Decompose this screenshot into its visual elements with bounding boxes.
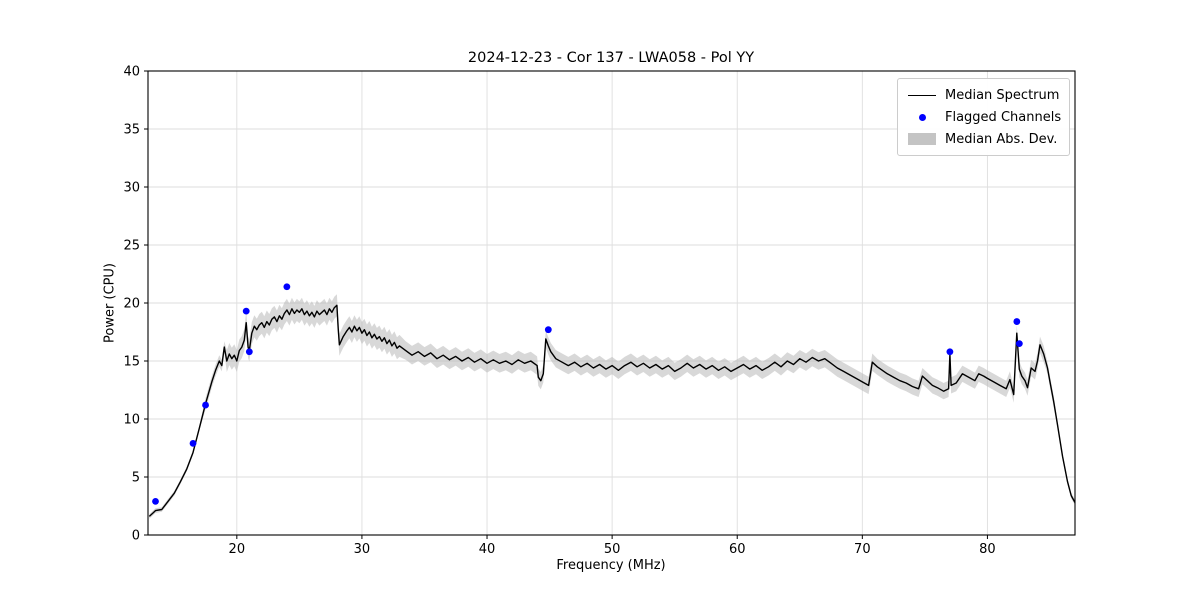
chart-title: 2024-12-23 - Cor 137 - LWA058 - Pol YY bbox=[467, 50, 755, 66]
legend-item-flagged-channels: Flagged Channels bbox=[907, 106, 1062, 128]
y-tick-label: 0 bbox=[132, 529, 140, 544]
median-spectrum-line bbox=[148, 304, 1076, 517]
flagged-point bbox=[189, 439, 197, 447]
y-tick-label: 30 bbox=[123, 181, 140, 196]
flagged-point bbox=[152, 497, 159, 505]
legend-item-median-spectrum: Median Spectrum bbox=[907, 84, 1059, 106]
y-tick-label: 5 bbox=[132, 471, 140, 486]
flagged-point bbox=[245, 348, 253, 356]
tick-labels: 20 30 40 50 60 70 80 0 5 10 15 20 25 30 35 40 bbox=[123, 65, 995, 558]
flagged-point bbox=[544, 326, 552, 334]
flagged-channels bbox=[152, 283, 1023, 505]
y-tick-label: 10 bbox=[123, 413, 140, 428]
x-tick-label: 70 bbox=[854, 542, 871, 557]
legend-line-swatch bbox=[907, 94, 937, 96]
x-axis-label: Frequency (MHz) bbox=[556, 558, 666, 573]
y-tick-label: 15 bbox=[123, 355, 140, 370]
flagged-point bbox=[1013, 318, 1021, 325]
y-tick-label: 40 bbox=[123, 65, 140, 80]
x-tick-label: 40 bbox=[479, 542, 496, 557]
legend: Median Spectrum Flagged Channels Median … bbox=[897, 78, 1070, 156]
x-tick-label: 60 bbox=[729, 542, 746, 557]
flagged-point bbox=[202, 401, 209, 409]
x-tick-label: 20 bbox=[229, 542, 246, 557]
x-tick-label: 50 bbox=[604, 542, 621, 557]
legend-item-median-abs-dev: Median Abs. Dev. bbox=[907, 128, 1059, 150]
flagged-point bbox=[1015, 340, 1023, 347]
flagged-point bbox=[946, 348, 954, 356]
legend-patch-swatch bbox=[907, 133, 937, 145]
axis-ticks bbox=[144, 70, 988, 539]
legend-label-median-spectrum: Median Spectrum bbox=[945, 87, 1060, 103]
y-tick-label: 25 bbox=[123, 239, 140, 254]
x-tick-label: 30 bbox=[354, 542, 371, 557]
y-tick-label: 35 bbox=[123, 123, 140, 138]
flagged-point bbox=[283, 283, 291, 291]
legend-label-median-abs-dev: Median Abs. Dev. bbox=[945, 131, 1058, 147]
flagged-point bbox=[242, 307, 250, 315]
y-axis-label: Power (CPU) bbox=[102, 262, 118, 344]
y-tick-label: 20 bbox=[123, 297, 140, 312]
legend-point-swatch bbox=[907, 113, 937, 121]
x-tick-label: 80 bbox=[979, 542, 996, 557]
legend-label-flagged-channels: Flagged Channels bbox=[945, 109, 1062, 125]
